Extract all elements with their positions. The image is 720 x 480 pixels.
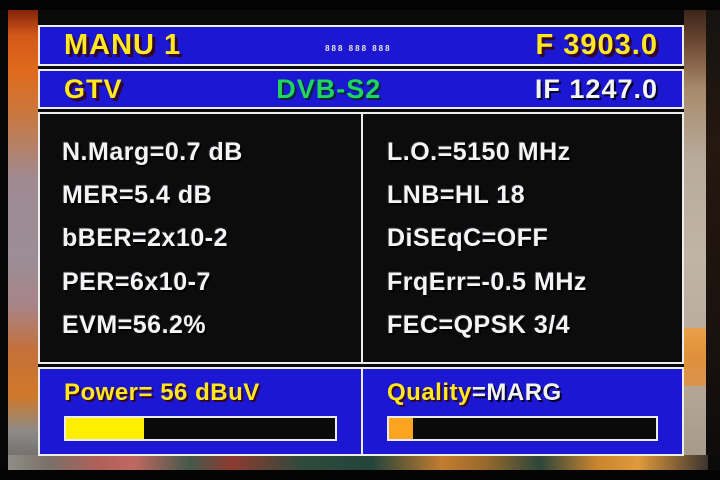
frequency-readout: F 3903.0	[535, 29, 658, 61]
measurement-row-evm: EVM=56.2%	[62, 310, 207, 339]
measurement-row-lnb: LNB=HL 18	[387, 181, 526, 210]
measurement-row-bber: bBER=2x10-2	[62, 224, 228, 253]
if-frequency-readout: IF 1247.0	[534, 73, 658, 104]
background-top-strip	[0, 0, 720, 10]
measurement-row-mer: MER=5.4 dB	[62, 181, 213, 210]
quality-label-text: Quality	[387, 379, 472, 406]
measurement-row-fec: FEC=QPSK 3/4	[387, 310, 571, 339]
quality-section: Quality=MARG	[361, 369, 682, 454]
measurements-right-column: L.O.=5150 MHz LNB=HL 18 DiSEqC=OFF FrqEr…	[361, 114, 682, 362]
measurement-row-diseqc: DiSEqC=OFF	[387, 224, 549, 253]
background-right-orange-block	[684, 328, 708, 386]
background-bottom-black-strip	[0, 470, 720, 480]
channel-name: GTV	[64, 73, 123, 104]
background-right-column	[684, 8, 708, 458]
page-title: MANU 1	[64, 29, 182, 61]
measurements-left-column: N.Marg=0.7 dB MER=5.4 dB bBER=2x10-2 PER…	[40, 114, 361, 362]
signal-bars-panel: Power= 56 dBuV Quality=MARG	[38, 367, 684, 456]
power-bar	[64, 416, 337, 441]
quality-bar-fill	[389, 418, 414, 439]
measurements-panel: N.Marg=0.7 dB MER=5.4 dB bBER=2x10-2 PER…	[38, 112, 684, 364]
measurement-row-lo: L.O.=5150 MHz	[387, 138, 571, 166]
header-bar: MANU 1 888 888 888 F 3903.0	[38, 25, 684, 66]
background-left-pillar	[8, 8, 38, 458]
standard-label: DVB-S2	[276, 73, 382, 104]
background-left-band	[0, 0, 8, 480]
header-mini-status: 888 888 888	[325, 44, 392, 53]
power-bar-fill	[66, 418, 144, 439]
power-section: Power= 56 dBuV	[40, 369, 361, 454]
power-label: Power= 56 dBuV	[64, 379, 260, 406]
quality-value: =MARG	[471, 379, 562, 406]
subheader-bar: GTV DVB-S2 IF 1247.0	[38, 69, 684, 109]
background-bottom-strip	[8, 455, 708, 472]
measurement-row-frqerr: FrqErr=-0.5 MHz	[387, 267, 587, 296]
quality-label: Quality=MARG	[387, 379, 658, 407]
measurement-row-nmarg: N.Marg=0.7 dB	[62, 138, 243, 166]
quality-bar	[387, 416, 658, 441]
measurement-row-per: PER=6x10-7	[62, 267, 211, 296]
background-right-edge-band	[706, 0, 720, 480]
